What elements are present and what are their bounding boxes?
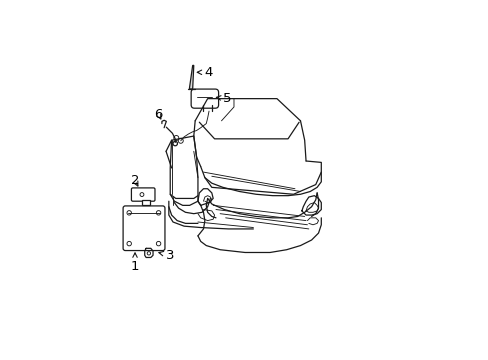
- FancyBboxPatch shape: [191, 89, 218, 108]
- Text: 4: 4: [197, 66, 212, 79]
- Text: 1: 1: [130, 253, 139, 273]
- Bar: [142, 200, 149, 204]
- Text: 3: 3: [159, 249, 174, 262]
- Text: 2: 2: [130, 174, 139, 187]
- Polygon shape: [189, 66, 193, 89]
- Text: 5: 5: [216, 92, 231, 105]
- Text: 6: 6: [154, 108, 163, 121]
- FancyBboxPatch shape: [123, 206, 164, 251]
- FancyBboxPatch shape: [131, 188, 155, 201]
